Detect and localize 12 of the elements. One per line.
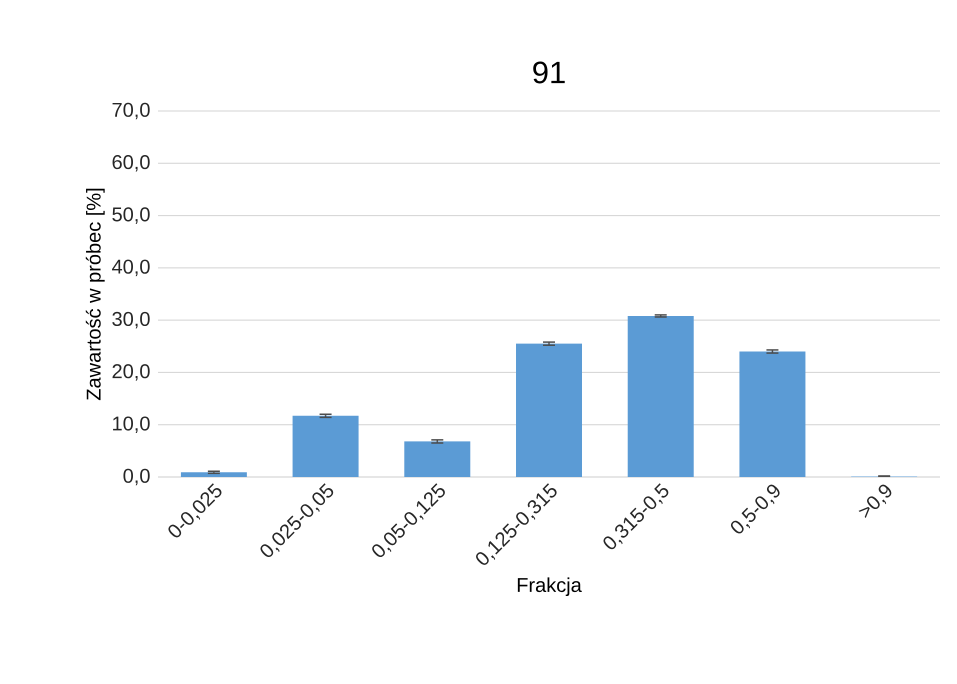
y-tick-label: 50,0	[112, 207, 150, 224]
y-tick-label: 20,0	[112, 364, 150, 381]
chart-title: 91	[533, 62, 565, 84]
y-tick-label: 10,0	[113, 416, 150, 433]
y-tick-label: 0,0	[123, 468, 150, 486]
y-tick-label: 60,0	[112, 155, 150, 172]
y-axis-title: Zawartość w próbec [%]	[86, 188, 105, 400]
x-tick-label: >0,9	[858, 484, 892, 518]
x-axis-title: Frakcja	[518, 577, 582, 596]
y-tick-label: 70,0	[112, 102, 150, 120]
y-tick-label: 30,0	[112, 312, 150, 328]
y-tick-label: 40,0	[112, 260, 150, 276]
